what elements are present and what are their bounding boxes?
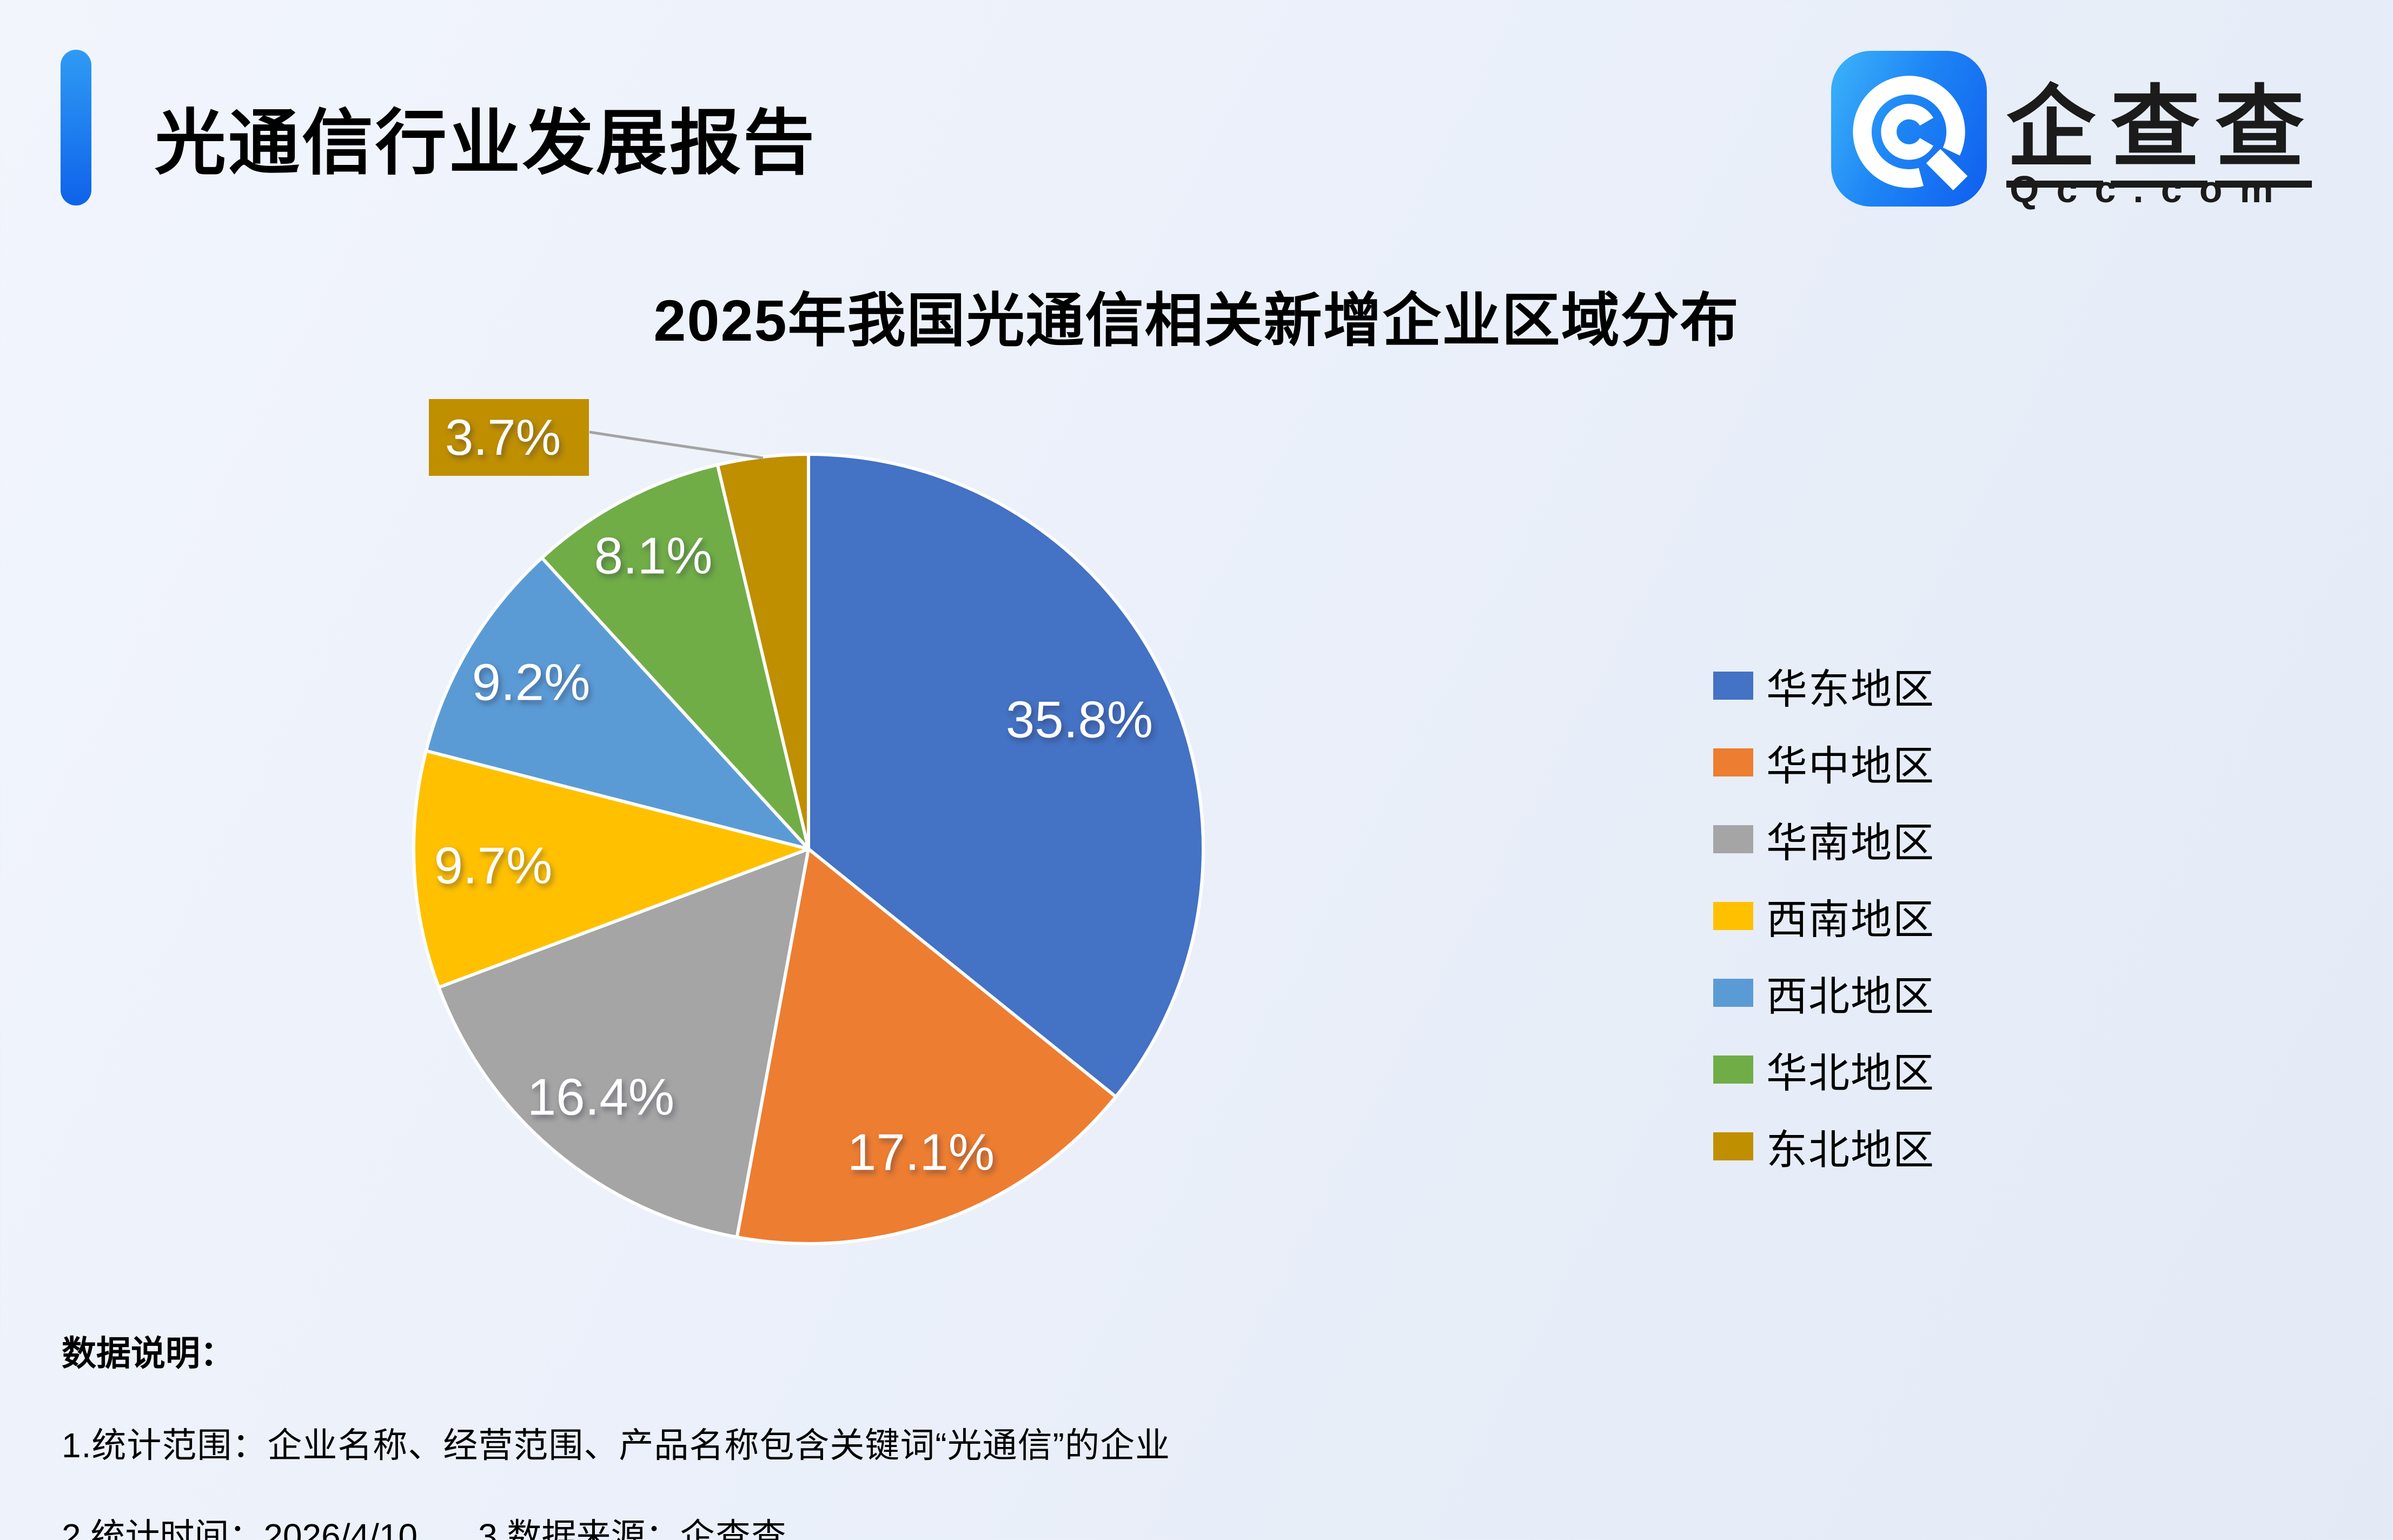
qcc-logo-icon (1831, 51, 1987, 207)
legend-label: 华北地区 (1766, 1051, 1935, 1097)
legend-label: 西北地区 (1766, 974, 1935, 1020)
pie-slice-1 (807, 453, 1205, 1099)
slice-label-1: 35.8% (1006, 691, 1153, 749)
legend-label: 华中地区 (1766, 744, 1935, 789)
legend-swatch-icon (1713, 672, 1753, 700)
note-source-brand: 企查查 (680, 1517, 787, 1540)
legend-swatch-icon (1713, 1056, 1753, 1084)
legend-swatch-icon (1713, 825, 1753, 853)
pie-slice-2 (735, 847, 1118, 1245)
slice-label-3: 16.4% (527, 1068, 674, 1126)
pie-slice-3 (437, 847, 810, 1239)
legend-item-1: 华东地区 (1713, 664, 1935, 713)
qcc-spiral-icon (1853, 76, 1968, 191)
legend-label: 华东地区 (1766, 667, 1935, 713)
slice-label-5: 9.2% (472, 654, 591, 712)
legend-item-6: 华北地区 (1713, 1048, 1935, 1097)
qcc-logo: 企查查 Qcc.com (1831, 51, 2345, 213)
slice-label-6: 8.1% (594, 527, 713, 585)
legend-item-3: 华南地区 (1713, 818, 1935, 866)
callout-leader-line (589, 430, 764, 460)
callout-label-northeast: 3.7% (429, 399, 589, 476)
legend-label: 东北地区 (1766, 1127, 1935, 1173)
pie-slice-4 (412, 749, 810, 989)
legend-label: 西南地区 (1766, 897, 1935, 943)
data-notes: 数据说明： 1.统计范围：企业名称、经营范围、产品名称包含关键词“光通信”的企业… (62, 1326, 1170, 1540)
slice-label-4: 9.7% (434, 837, 553, 895)
note-time-source: 2.统计时间：2026/4/10 3.数据来源：企查查 (62, 1509, 1170, 1540)
legend-swatch-icon (1713, 902, 1753, 930)
slice-label-2: 17.1% (847, 1124, 995, 1181)
notes-heading: 数据说明： (62, 1334, 235, 1373)
note-source-label: 3.数据来源： (478, 1517, 680, 1540)
legend-item-5: 西北地区 (1713, 971, 1935, 1020)
title-accent-bar (61, 50, 91, 205)
pie-slice-6 (540, 463, 810, 851)
legend-swatch-icon (1713, 979, 1753, 1007)
legend-label: 华南地区 (1766, 820, 1935, 866)
legend-item-4: 西南地区 (1713, 894, 1935, 943)
legend-item-7: 东北地区 (1713, 1125, 1935, 1173)
legend-item-2: 华中地区 (1713, 741, 1935, 789)
report-title: 光通信行业发展报告 (155, 103, 817, 183)
legend: 华东地区华中地区华南地区西南地区西北地区华北地区东北地区 (1713, 664, 1935, 1202)
legend-swatch-icon (1713, 1132, 1753, 1160)
chart-title: 2025年我国光通信相关新增企业区域分布 (653, 288, 1740, 353)
pie-slice-5 (424, 556, 810, 851)
note-stat-time: 2.统计时间：2026/4/10 (62, 1517, 418, 1540)
legend-swatch-icon (1713, 748, 1753, 776)
qcc-wordmark: 企查查 (2006, 55, 2319, 188)
note-scope: 1.统计范围：企业名称、经营范围、产品名称包含关键词“光通信”的企业 (62, 1426, 1170, 1465)
qcc-domain: Qcc.com (2010, 168, 2291, 210)
